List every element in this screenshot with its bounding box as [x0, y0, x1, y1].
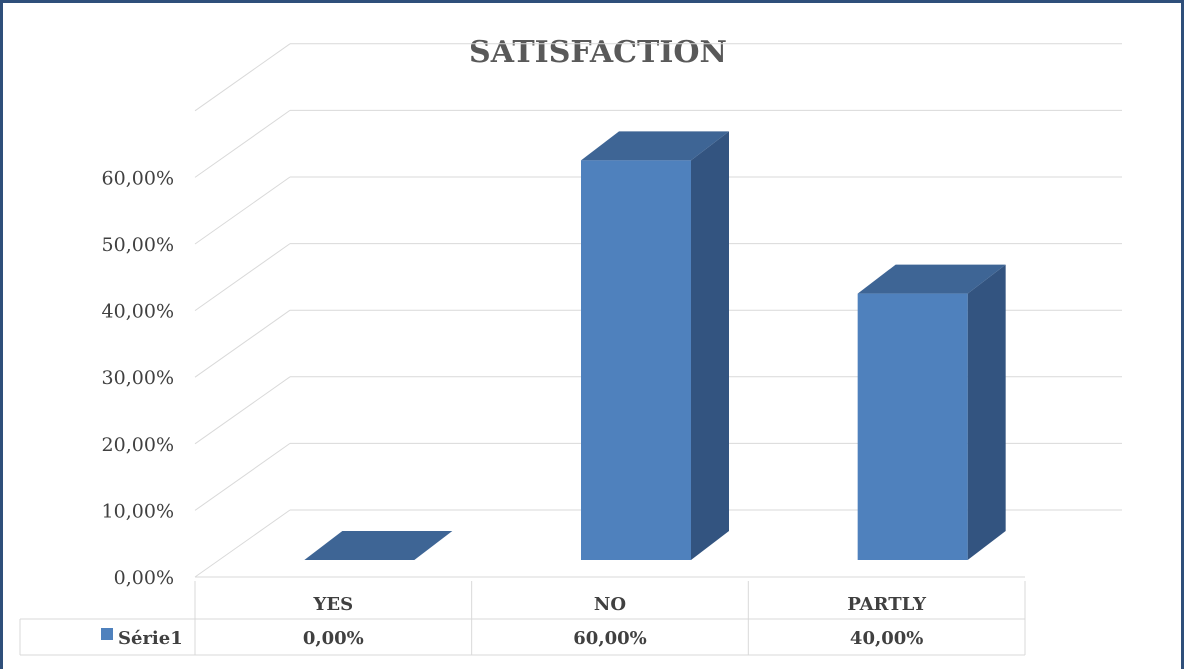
bars	[304, 131, 1006, 560]
gridline-diagonal	[194, 442, 291, 511]
bar-top	[581, 131, 729, 161]
gridline-diagonal	[194, 509, 291, 578]
y-tick-label: 60,00%	[102, 167, 174, 189]
gridline-diagonal	[194, 243, 291, 312]
bar-top	[304, 531, 453, 560]
bar-front	[857, 293, 968, 560]
y-tick-label: 0,00%	[114, 567, 174, 589]
y-tick-label: 10,00%	[102, 500, 174, 522]
bar-top	[857, 264, 1006, 294]
y-tick-label: 20,00%	[102, 434, 174, 456]
data-label: 0,00%	[303, 628, 364, 649]
data-label: 40,00%	[850, 628, 923, 649]
data-table: YES 0,00% NO 60,00% PARTLY 40,00% Série1	[19, 581, 1026, 656]
y-tick-label: 40,00%	[102, 301, 174, 323]
x-category-label: PARTLY	[847, 594, 927, 615]
legend-swatch	[101, 628, 113, 640]
y-tick-label: 30,00%	[102, 367, 174, 389]
gridline-diagonal	[194, 376, 291, 445]
x-category-label: NO	[594, 594, 626, 615]
gridline-diagonal	[194, 309, 291, 378]
y-tick-label: 50,00%	[102, 234, 174, 256]
bar-side	[691, 131, 729, 560]
bar-front	[581, 160, 691, 560]
x-category-label: YES	[313, 594, 354, 615]
gridline-diagonal	[194, 176, 291, 245]
bar	[304, 531, 453, 560]
bar	[581, 131, 729, 560]
chart-title: SATISFACTION	[469, 35, 727, 70]
legend-label: Série1	[118, 628, 183, 649]
y-axis-ticks: 0,00% 10,00% 20,00% 30,00% 40,00% 50,00% 60,00…	[102, 167, 174, 589]
gridline-diagonal	[194, 109, 291, 178]
bar-side	[967, 264, 1006, 560]
bar	[857, 264, 1006, 560]
data-label: 60,00%	[573, 628, 646, 649]
gridline-diagonal	[194, 43, 291, 112]
